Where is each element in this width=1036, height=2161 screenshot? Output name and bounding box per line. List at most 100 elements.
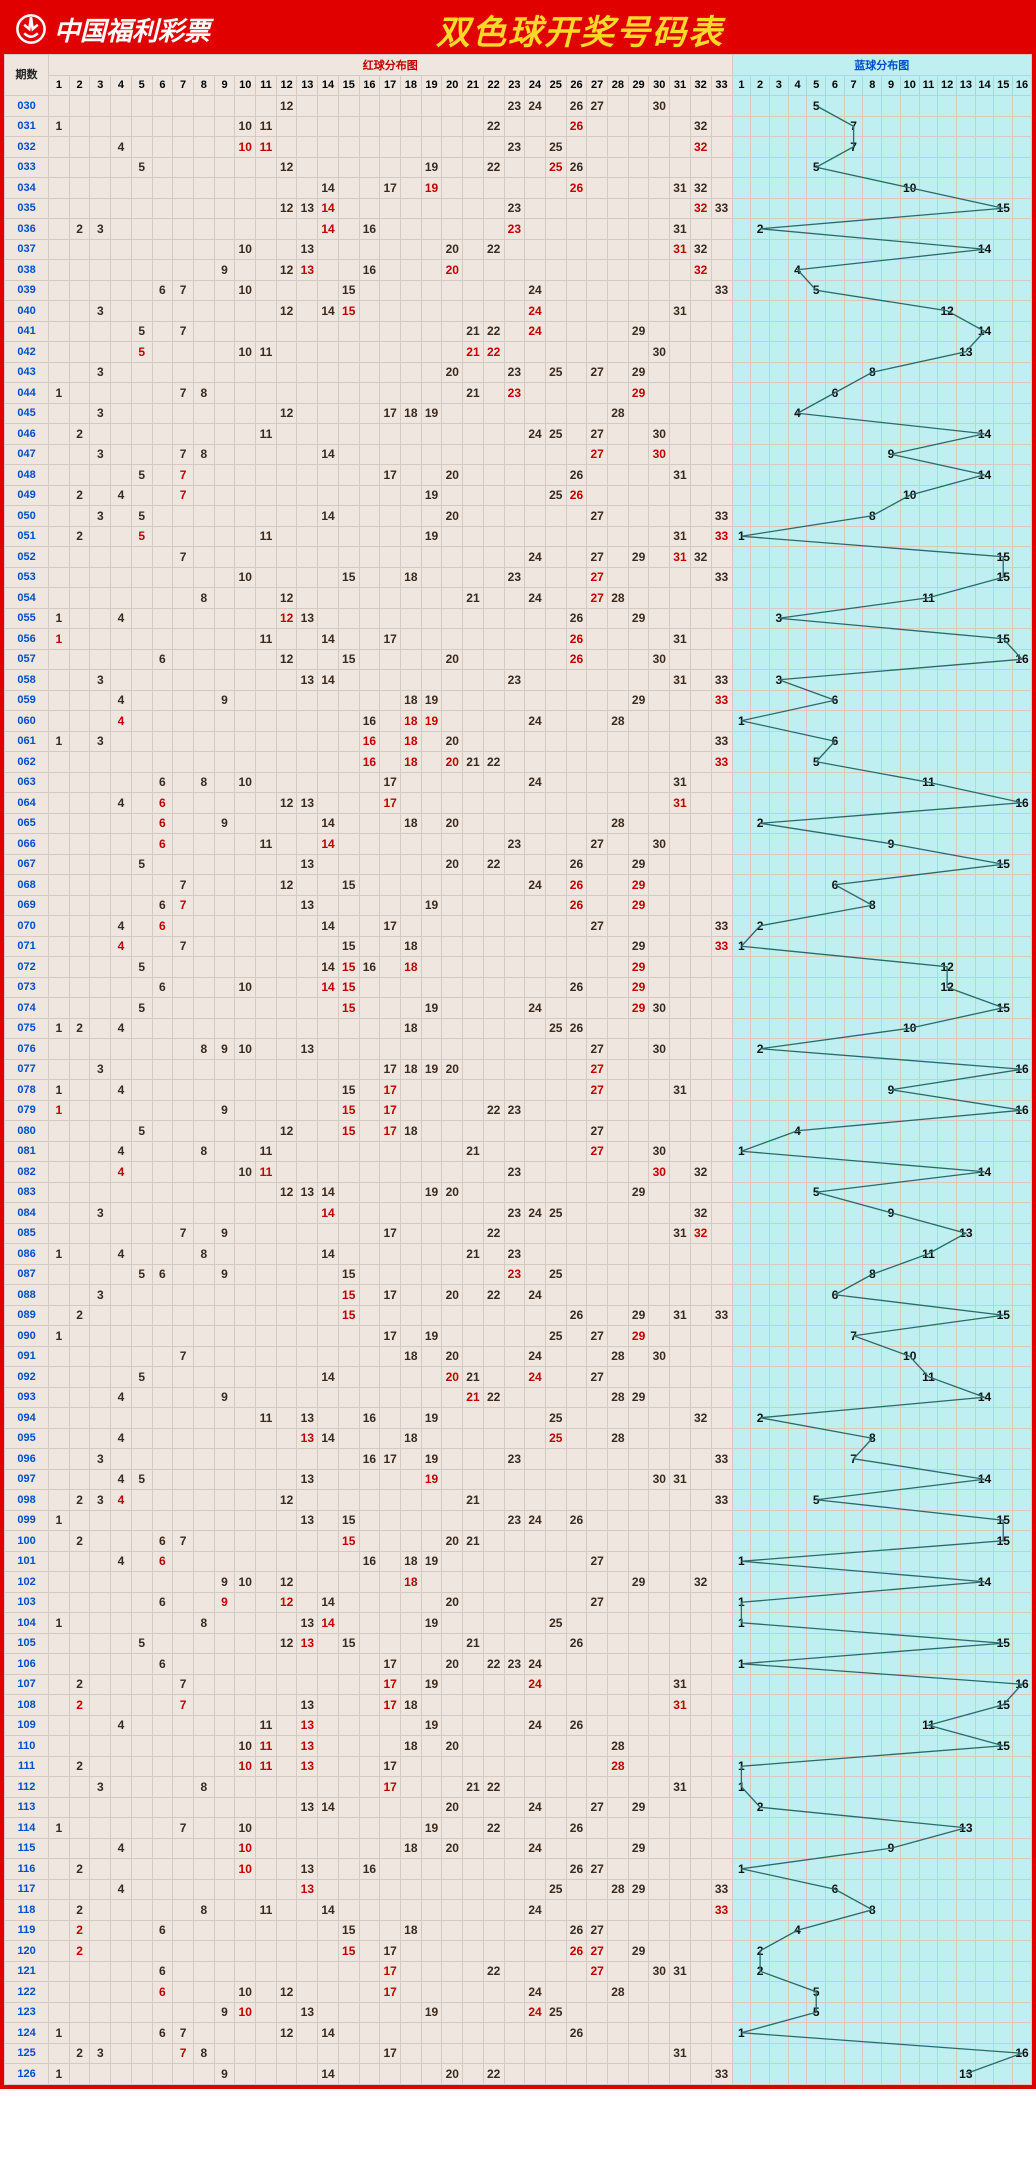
red-hit: 1 xyxy=(49,731,70,752)
blue-col-6: 6 xyxy=(826,75,845,96)
issue-cell: 108 xyxy=(5,1695,49,1716)
blue-hit: 12 xyxy=(938,957,957,978)
red-hit: 13 xyxy=(297,608,318,629)
red-hit: 20 xyxy=(442,1059,463,1080)
table-row: 10146161819271 xyxy=(5,1551,1032,1572)
red-hit: 12 xyxy=(276,793,297,814)
issue-cell: 086 xyxy=(5,1244,49,1265)
issue-cell: 038 xyxy=(5,260,49,281)
red-hit: 20 xyxy=(442,813,463,834)
red-hit: 24 xyxy=(525,1900,546,1921)
red-hit: 29 xyxy=(628,854,649,875)
blue-section-header: 蓝球分布图 xyxy=(732,55,1031,76)
red-hit: 6 xyxy=(152,1982,173,2003)
red-hit: 24 xyxy=(525,1654,546,1675)
red-hit: 21 xyxy=(463,1531,484,1552)
red-hit: 23 xyxy=(504,137,525,158)
red-hit: 15 xyxy=(338,567,359,588)
red-hit: 18 xyxy=(400,1572,421,1593)
red-hit: 17 xyxy=(380,1982,401,2003)
red-hit: 21 xyxy=(463,1141,484,1162)
red-hit: 27 xyxy=(587,1592,608,1613)
red-hit: 8 xyxy=(193,1777,214,1798)
red-hit: 25 xyxy=(545,424,566,445)
red-hit: 15 xyxy=(338,1100,359,1121)
red-hit: 30 xyxy=(649,1961,670,1982)
table-row: 1252378173116 xyxy=(5,2043,1032,2064)
red-hit: 14 xyxy=(318,1428,339,1449)
red-hit: 13 xyxy=(297,1039,318,1060)
issue-cell: 115 xyxy=(5,1838,49,1859)
red-hit: 24 xyxy=(525,1715,546,1736)
table-row: 05310151823273315 xyxy=(5,567,1032,588)
red-hit: 29 xyxy=(628,362,649,383)
blue-hit: 13 xyxy=(956,342,975,363)
red-col-33: 33 xyxy=(711,75,732,96)
red-hit: 28 xyxy=(608,1428,629,1449)
red-hit: 6 xyxy=(152,1531,173,1552)
red-hit: 4 xyxy=(111,1838,132,1859)
red-hit: 19 xyxy=(421,526,442,547)
red-hit: 4 xyxy=(111,137,132,158)
table-row: 0301223242627305 xyxy=(5,96,1032,117)
red-hit: 7 xyxy=(173,875,194,896)
table-row: 080512151718274 xyxy=(5,1121,1032,1142)
blue-hit: 6 xyxy=(826,1879,845,1900)
red-hit: 19 xyxy=(421,1715,442,1736)
red-hit: 4 xyxy=(111,1387,132,1408)
issue-cell: 055 xyxy=(5,608,49,629)
red-hit: 29 xyxy=(628,1941,649,1962)
red-hit: 18 xyxy=(400,1920,421,1941)
blue-hit: 15 xyxy=(994,567,1013,588)
red-hit: 7 xyxy=(173,1531,194,1552)
red-hit: 22 xyxy=(483,239,504,260)
red-hit: 27 xyxy=(587,1039,608,1060)
table-row: 11828111424338 xyxy=(5,1900,1032,1921)
red-hit: 5 xyxy=(131,526,152,547)
red-hit: 33 xyxy=(711,2064,732,2085)
issue-cell: 118 xyxy=(5,1900,49,1921)
issue-cell: 101 xyxy=(5,1551,49,1572)
issue-cell: 030 xyxy=(5,96,49,117)
red-hit: 30 xyxy=(649,1469,670,1490)
issue-cell: 041 xyxy=(5,321,49,342)
red-hit: 27 xyxy=(587,424,608,445)
red-hit: 12 xyxy=(276,301,297,322)
blue-hit: 10 xyxy=(900,1346,919,1367)
issue-cell: 121 xyxy=(5,1961,49,1982)
red-hit: 15 xyxy=(338,936,359,957)
table-row: 03710132022313214 xyxy=(5,239,1032,260)
blue-col-8: 8 xyxy=(863,75,882,96)
red-hit: 2 xyxy=(69,1531,90,1552)
table-row: 063681017243111 xyxy=(5,772,1032,793)
red-hit: 27 xyxy=(587,1326,608,1347)
red-hit: 18 xyxy=(400,1551,421,1572)
red-hit: 29 xyxy=(628,895,649,916)
red-hit: 31 xyxy=(670,1777,691,1798)
blue-hit: 10 xyxy=(900,178,919,199)
red-hit: 12 xyxy=(276,649,297,670)
red-hit: 15 xyxy=(338,1531,359,1552)
blue-hit: 7 xyxy=(844,1326,863,1347)
red-hit: 19 xyxy=(421,178,442,199)
red-hit: 1 xyxy=(49,1018,70,1039)
blue-hit: 15 xyxy=(994,998,1013,1019)
red-hit: 2 xyxy=(69,1695,90,1716)
issue-cell: 049 xyxy=(5,485,49,506)
red-hit: 18 xyxy=(400,690,421,711)
red-hit: 12 xyxy=(276,1182,297,1203)
red-hit: 7 xyxy=(173,547,194,568)
table-row: 090117192527297 xyxy=(5,1326,1032,1347)
table-row: 1029101218293214 xyxy=(5,1572,1032,1593)
red-hit: 26 xyxy=(566,977,587,998)
red-hit: 13 xyxy=(297,239,318,260)
issue-cell: 126 xyxy=(5,2064,49,2085)
red-hit: 24 xyxy=(525,1367,546,1388)
red-hit: 14 xyxy=(318,1613,339,1634)
red-hit: 29 xyxy=(628,608,649,629)
red-hit: 12 xyxy=(276,875,297,896)
red-hit: 8 xyxy=(193,588,214,609)
red-hit: 11 xyxy=(256,1900,277,1921)
red-hit: 20 xyxy=(442,1367,463,1388)
red-hit: 6 xyxy=(152,895,173,916)
